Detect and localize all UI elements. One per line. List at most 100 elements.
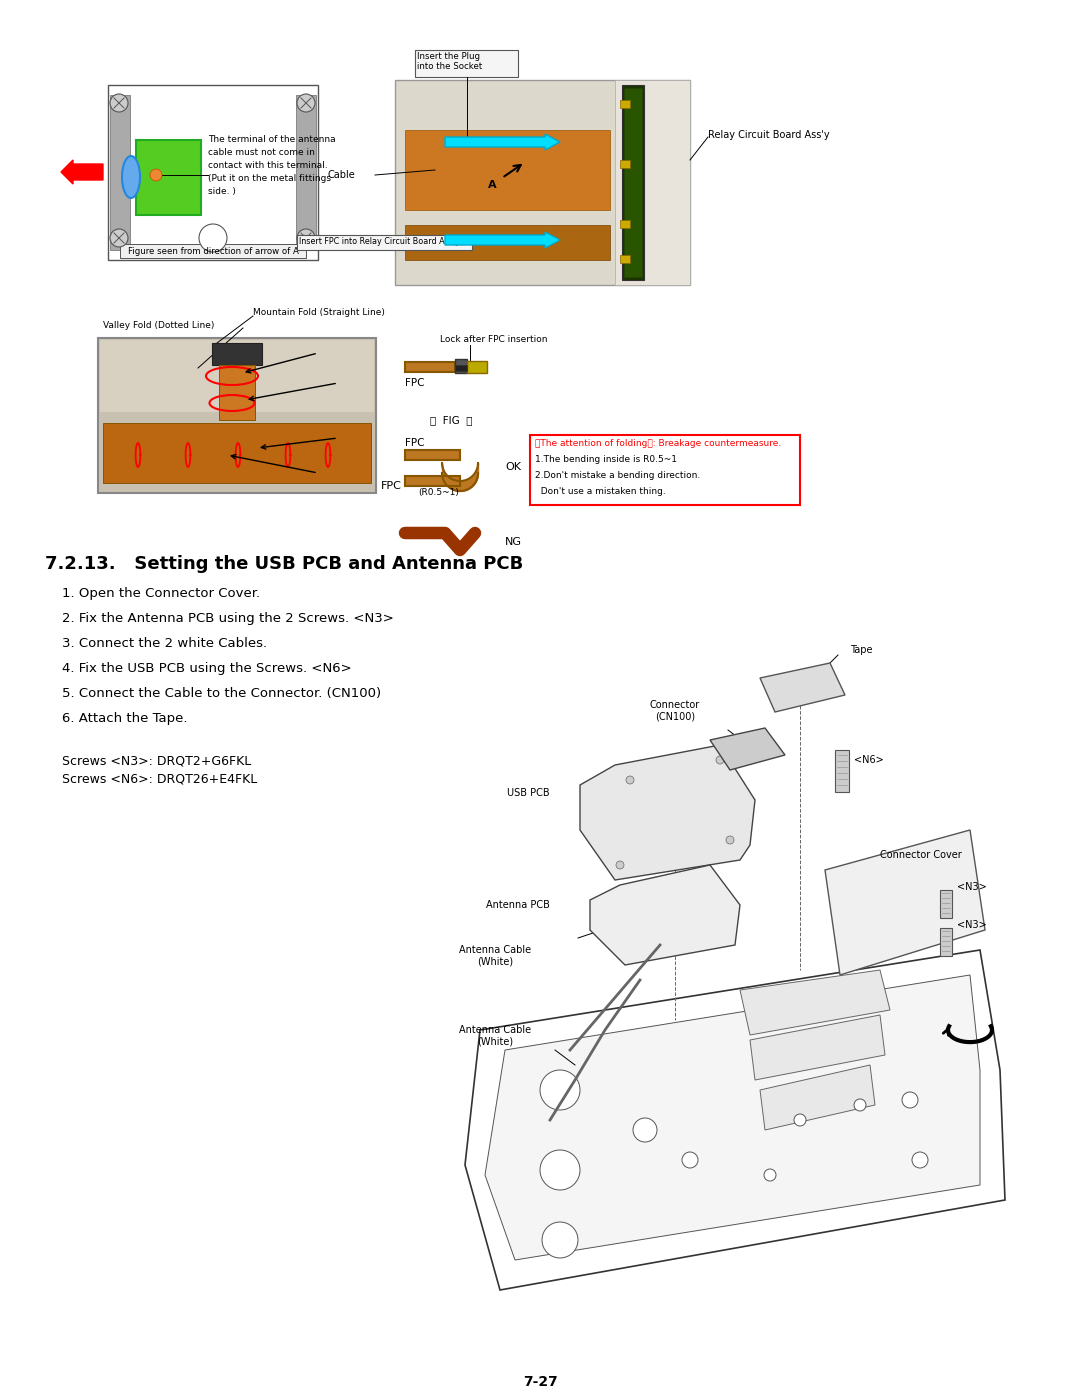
Text: Mountain Fold (Straight Line): Mountain Fold (Straight Line) [253,307,384,317]
FancyArrow shape [445,232,561,249]
Circle shape [542,1222,578,1259]
Text: Connector Cover: Connector Cover [880,849,962,861]
Bar [136,140,201,215]
Text: FPC: FPC [405,379,424,388]
Polygon shape [485,975,980,1260]
Circle shape [110,229,129,247]
Bar [120,244,306,258]
Text: Figure seen from direction of arrow of A: Figure seen from direction of arrow of A [127,247,298,256]
Text: FPC: FPC [381,481,402,490]
Text: 〔The attention of folding〕: Breakage countermeasure.: 〔The attention of folding〕: Breakage cou… [535,439,781,448]
Circle shape [854,1099,866,1111]
Bar [940,890,951,918]
Circle shape [540,1150,580,1190]
Bar [405,130,610,210]
Text: Antenna Cable
(White): Antenna Cable (White) [459,1025,531,1046]
Text: Relay Circuit Board Ass'y: Relay Circuit Board Ass'y [708,130,829,140]
Polygon shape [580,745,755,880]
Text: Connector
(CN100): Connector (CN100) [650,700,700,722]
Text: OK: OK [505,462,521,472]
Bar [455,359,467,373]
Bar [622,85,644,279]
Circle shape [297,229,315,247]
Polygon shape [825,830,985,975]
Polygon shape [710,728,785,770]
Text: USB PCB: USB PCB [508,788,550,798]
Text: (Put it on the metal fittings: (Put it on the metal fittings [208,175,330,183]
Text: Don't use a mistaken thing.: Don't use a mistaken thing. [535,488,665,496]
Bar [212,344,262,365]
Bar [395,80,690,285]
Text: Antenna PCB: Antenna PCB [486,900,550,909]
Ellipse shape [122,156,140,198]
Circle shape [633,1118,657,1141]
Text: side. ): side. ) [208,187,235,196]
Bar [297,235,472,250]
Circle shape [540,1070,580,1111]
Circle shape [794,1113,806,1126]
Text: Insert the Plug
into the Socket: Insert the Plug into the Socket [417,52,483,71]
Circle shape [199,224,227,251]
Bar [103,423,372,483]
Bar [405,476,460,486]
Text: cable must not come in: cable must not come in [208,148,315,156]
Polygon shape [740,970,890,1035]
Text: 5. Connect the Cable to the Connector. (CN100): 5. Connect the Cable to the Connector. (… [62,687,381,700]
Bar [219,365,255,420]
Text: Cable: Cable [327,170,354,180]
Text: 3. Connect the 2 white Cables.: 3. Connect the 2 white Cables. [62,637,267,650]
Polygon shape [590,865,740,965]
Circle shape [297,94,315,112]
Bar [108,85,318,260]
Circle shape [616,861,624,869]
Text: <N6>: <N6> [854,754,883,766]
Polygon shape [750,1016,885,1080]
Bar [415,50,518,77]
Text: Antenna Cable
(White): Antenna Cable (White) [459,944,531,967]
Bar [455,365,467,372]
Text: 2. Fix the Antenna PCB using the 2 Screws. <N3>: 2. Fix the Antenna PCB using the 2 Screw… [62,612,394,624]
Text: 1. Open the Connector Cover.: 1. Open the Connector Cover. [62,587,260,599]
Circle shape [110,94,129,112]
Bar [530,434,800,504]
Polygon shape [465,950,1005,1289]
Text: <N3>: <N3> [957,882,987,893]
Text: 2.Don't mistake a bending direction.: 2.Don't mistake a bending direction. [535,471,700,481]
Text: 7.2.13.   Setting the USB PCB and Antenna PCB: 7.2.13. Setting the USB PCB and Antenna … [45,555,523,573]
Text: The terminal of the antenna: The terminal of the antenna [208,136,336,144]
Bar [405,362,455,372]
Bar [624,88,642,277]
Text: Tape: Tape [850,645,873,655]
Bar [620,101,630,108]
Bar [620,219,630,228]
Text: Screws <N3>: DRQT2+G6FKL: Screws <N3>: DRQT2+G6FKL [62,754,252,768]
Text: FPC: FPC [405,439,424,448]
Text: <N3>: <N3> [957,921,987,930]
Circle shape [726,835,734,844]
Polygon shape [760,664,845,712]
Bar [98,338,376,493]
Text: Screws <N6>: DRQT26+E4FKL: Screws <N6>: DRQT26+E4FKL [62,773,257,787]
Text: Insert FPC into Relay Circuit Board Ass'ys socket: Insert FPC into Relay Circuit Board Ass'… [299,237,492,246]
Bar [405,225,610,260]
Bar [615,80,690,285]
Text: 7-27: 7-27 [523,1375,557,1389]
Text: 1.The bending inside is R0.5~1: 1.The bending inside is R0.5~1 [535,455,677,464]
Text: Valley Fold (Dotted Line): Valley Fold (Dotted Line) [103,321,214,330]
Text: 〈  FIG  〉: 〈 FIG 〉 [430,415,473,425]
Bar [296,95,316,250]
Text: contact with this terminal.: contact with this terminal. [208,161,327,170]
Bar [620,161,630,168]
Text: Lock after FPC insertion: Lock after FPC insertion [440,335,548,344]
FancyArrow shape [445,134,561,149]
Bar [467,360,487,373]
Text: 4. Fix the USB PCB using the Screws. <N6>: 4. Fix the USB PCB using the Screws. <N6… [62,662,352,675]
FancyArrow shape [60,161,103,184]
Text: A: A [488,180,497,190]
Circle shape [902,1092,918,1108]
Circle shape [764,1169,777,1180]
Bar [100,339,374,412]
Circle shape [626,775,634,784]
Circle shape [681,1153,698,1168]
Circle shape [912,1153,928,1168]
